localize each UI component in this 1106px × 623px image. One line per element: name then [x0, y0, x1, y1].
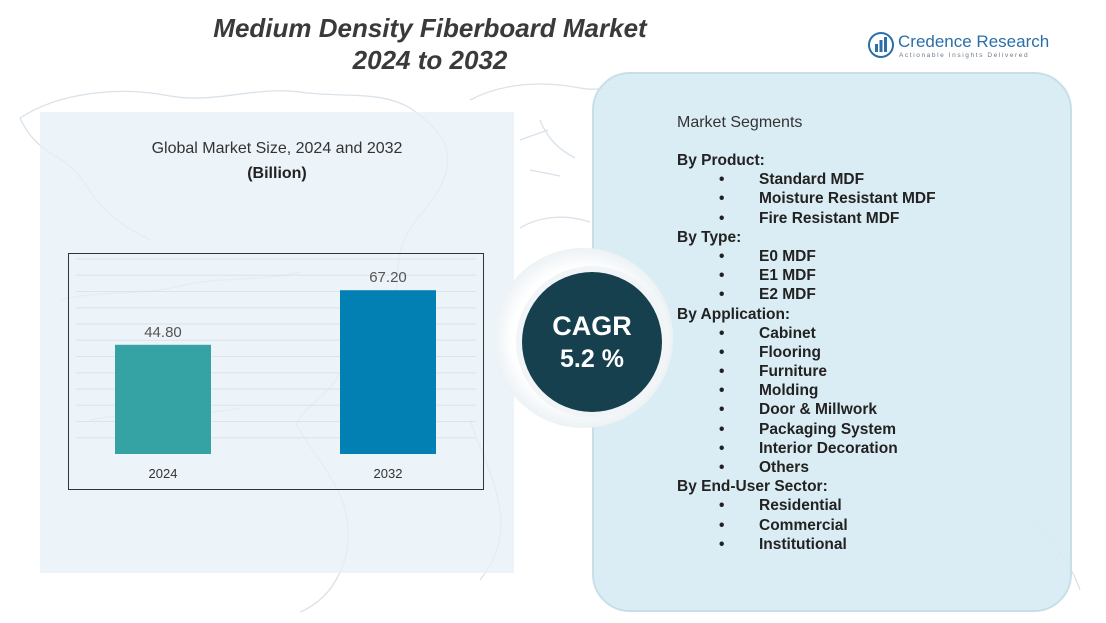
bullet-icon: •: [719, 267, 725, 285]
segment-category: By Product:: [677, 152, 765, 169]
segment-item: • Fire Resistant MDF: [677, 209, 936, 228]
segment-item-label: Packaging System: [759, 420, 896, 438]
segment-item: • Cabinet: [677, 324, 936, 343]
segment-item: • Moisture Resistant MDF: [677, 189, 936, 208]
bar-2024: [115, 344, 211, 454]
segment-item: • E0 MDF: [677, 247, 936, 266]
bullet-icon: •: [719, 247, 725, 265]
bullet-icon: •: [719, 401, 725, 419]
bullet-icon: •: [719, 343, 725, 361]
title-line-1: Medium Density Fiberboard Market: [213, 13, 647, 43]
segment-item: • E1 MDF: [677, 266, 936, 285]
bullet-icon: •: [719, 535, 725, 553]
segment-item-label: Commercial: [759, 516, 848, 534]
chart-frame: [68, 253, 484, 490]
segment-item: • Packaging System: [677, 420, 936, 439]
segment-item-label: Cabinet: [759, 324, 816, 342]
segment-item-label: Others: [759, 459, 809, 476]
segment-item-label: E0 MDF: [759, 247, 816, 265]
segment-item: • Furniture: [677, 362, 936, 381]
x-tick-label-2024: 2024: [149, 466, 178, 481]
market-segments-list: By Product: • Standard MDF • Moisture Resi…: [677, 151, 936, 554]
segment-item: • Others: [677, 458, 936, 477]
segment-item: • Interior Decoration: [677, 439, 936, 458]
bullet-icon: •: [719, 190, 725, 208]
segment-item-label: Moisture Resistant MDF: [759, 190, 936, 208]
bullet-icon: •: [719, 171, 725, 189]
chart-labels: 44.80 2024 67.20 2032: [144, 269, 407, 481]
bullet-icon: •: [719, 363, 725, 381]
logo-name: Credence Research: [898, 32, 1050, 51]
chart-unit: (Billion): [247, 165, 307, 182]
cagr-label: CAGR: [552, 311, 632, 341]
segment-item-label: Fire Resistant MDF: [759, 209, 900, 227]
page-title: Medium Density Fiberboard Market 2024 to…: [160, 12, 700, 76]
credence-research-logo: Credence Research Actionable Insights De…: [868, 30, 1058, 70]
cagr-badge: [522, 272, 662, 412]
bullet-icon: •: [719, 516, 725, 534]
bullet-icon: •: [719, 382, 725, 400]
logo-tagline: Actionable Insights Delivered: [899, 52, 1030, 59]
segment-item-label: Residential: [759, 497, 842, 515]
bullet-icon: •: [719, 286, 725, 304]
segment-category: By Type:: [677, 228, 742, 246]
title-line-2: 2024 to 2032: [352, 45, 508, 75]
x-tick-label-2032: 2032: [374, 466, 403, 481]
segment-item-label: Door & Millwork: [759, 401, 877, 419]
segment-item-label: Standard MDF: [759, 171, 865, 189]
segment-item-label: E2 MDF: [759, 286, 816, 304]
market-size-bar-chart: 44.80 2024 67.20 2032: [68, 253, 484, 490]
bullet-icon: •: [719, 324, 725, 342]
bullet-icon: •: [719, 497, 725, 515]
segment-item-label: Institutional: [759, 535, 847, 553]
chart-bars: [115, 290, 436, 454]
segment-category: By End-User Sector:: [677, 478, 828, 496]
market-segments-title: Market Segments: [677, 114, 803, 131]
bar-2032: [340, 290, 436, 454]
segment-item: • Flooring: [677, 343, 936, 362]
segment-category: By Application:: [677, 305, 791, 323]
segment-item: • Door & Millwork: [677, 400, 936, 419]
segment-item-label: Flooring: [759, 343, 821, 361]
segment-item-label: Furniture: [759, 363, 828, 381]
segment-item-label: Molding: [759, 382, 819, 400]
segment-item: • Institutional: [677, 535, 936, 554]
segment-item: • Molding: [677, 381, 936, 400]
bullet-icon: •: [719, 439, 725, 457]
cagr-value: 5.2 %: [560, 345, 624, 373]
segment-item: • E2 MDF: [677, 285, 936, 304]
bullet-icon: •: [719, 420, 725, 438]
bar-chart-globe-icon: [868, 32, 894, 58]
chart-heading: Global Market Size, 2024 and 2032: [151, 140, 403, 157]
bullet-icon: •: [719, 209, 725, 227]
data-label-2024: 44.80: [144, 324, 182, 341]
segment-item: • Standard MDF: [677, 170, 936, 189]
segment-item-label: E1 MDF: [759, 267, 816, 285]
data-label-2032: 67.20: [369, 269, 407, 286]
segment-item: • Commercial: [677, 516, 936, 535]
segment-item-label: Interior Decoration: [759, 439, 898, 457]
bullet-icon: •: [719, 459, 725, 476]
segment-item: • Residential: [677, 496, 936, 515]
